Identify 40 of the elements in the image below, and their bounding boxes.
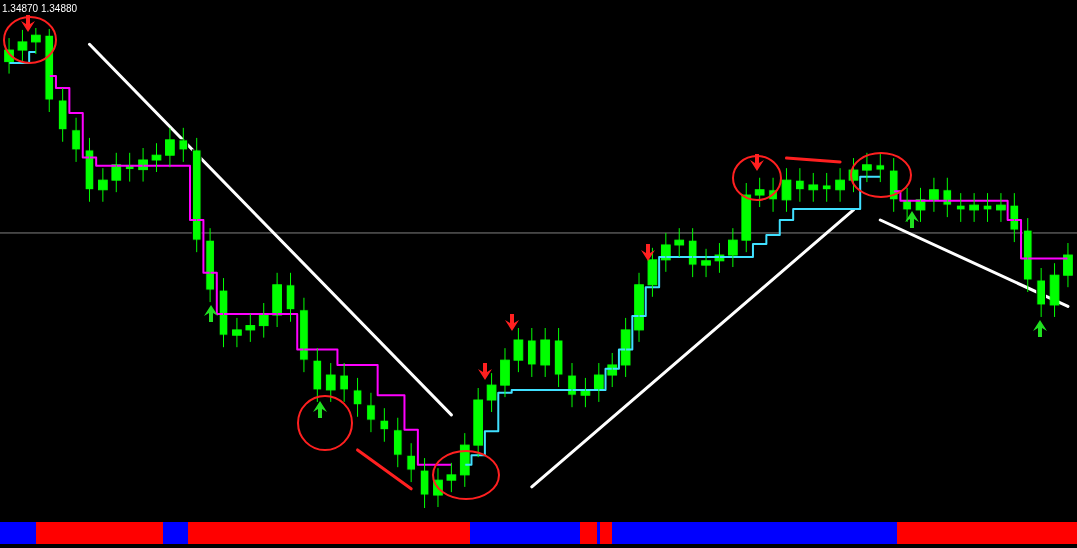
candlestick: [553, 327, 564, 388]
candlestick: [526, 327, 537, 378]
candlestick: [191, 137, 202, 253]
candlestick: [969, 192, 979, 223]
candlestick: [875, 152, 886, 183]
candlestick: [406, 442, 417, 483]
candlestick: [513, 327, 524, 373]
candlestick: [218, 277, 229, 348]
candlestick: [178, 127, 189, 163]
candlestick: [674, 227, 685, 258]
candlestick: [486, 372, 497, 413]
candlestick: [245, 313, 256, 343]
candlestick: [862, 152, 872, 183]
candlestick: [620, 317, 631, 378]
candlestick: [1009, 192, 1020, 243]
candlestick: [754, 177, 765, 208]
candlestick: [57, 87, 68, 143]
candlestick: [312, 347, 323, 403]
candlestick: [419, 457, 430, 509]
candlestick: [151, 142, 162, 173]
candlestick: [232, 317, 242, 348]
candlestick: [741, 182, 752, 253]
candlestick: [392, 417, 403, 468]
candlestick: [325, 362, 336, 403]
candlestick: [647, 247, 658, 298]
candlestick: [352, 377, 363, 418]
candlestick: [808, 172, 819, 203]
text: 1.34870 1.34880: [2, 3, 78, 14]
candlestick: [701, 248, 711, 278]
candlestick: [540, 327, 551, 378]
candlestick: [473, 387, 484, 458]
candlestick: [1022, 217, 1033, 293]
candlestick: [285, 272, 296, 323]
candlestick: [446, 462, 457, 493]
candlestick: [17, 29, 28, 63]
candlestick: [821, 172, 832, 203]
candlestick: [955, 192, 966, 223]
candlestick: [1049, 262, 1060, 318]
candlestick: [996, 192, 1006, 223]
candlestick: [982, 192, 993, 223]
